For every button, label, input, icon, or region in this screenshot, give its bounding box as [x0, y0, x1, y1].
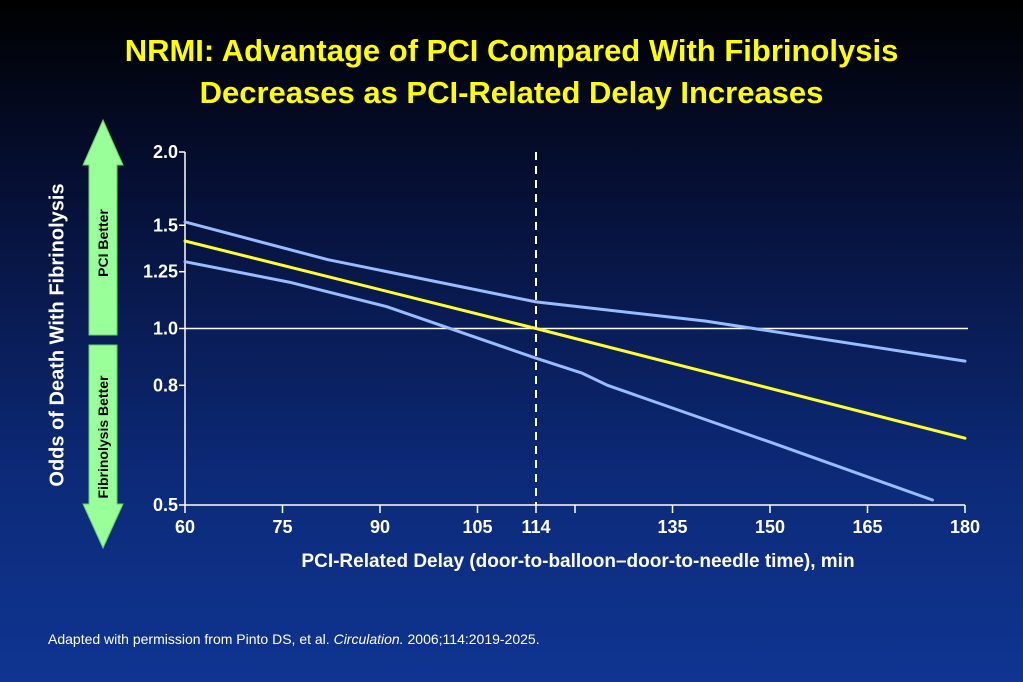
x-tick-label: 180 [950, 517, 980, 537]
title-line-1: NRMI: Advantage of PCI Compared With Fib… [124, 33, 899, 68]
x-tick-label: 135 [657, 517, 687, 537]
x-tick-label: 90 [370, 517, 390, 537]
x-tick-label: 60 [175, 517, 195, 537]
x-tick-label: 165 [852, 517, 882, 537]
citation-suffix: 2006;114:2019-2025. [403, 631, 540, 647]
citation-journal: Circulation. [333, 631, 404, 647]
down-arrow-shape [82, 344, 124, 550]
pci-better-arrow: PCI Better [82, 118, 124, 336]
data-series [183, 220, 967, 502]
fibrinolysis-better-label: Fibrinolysis Better [95, 375, 111, 498]
y-tick-label: 0.5 [153, 495, 178, 515]
x-tick-label: 105 [462, 517, 492, 537]
y-tick-label: 2.0 [153, 142, 178, 162]
x-axis-label: PCI-Related Delay (door-to-balloon–door-… [301, 551, 854, 572]
y-tick-label: 1.25 [143, 262, 178, 282]
x-tick-label: 114 [521, 517, 550, 537]
y-tick-label: 1.0 [153, 319, 178, 339]
citation-prefix: Adapted with permission from Pinto DS, e… [48, 631, 334, 647]
citation-footnote: Adapted with permission from Pinto DS, e… [48, 631, 540, 647]
x-tick-label: 75 [272, 517, 292, 537]
lower-ci-line [183, 260, 934, 502]
pci-better-label: PCI Better [95, 209, 111, 277]
title-line-2: Decreases as PCI-Related Delay Increases [199, 75, 824, 110]
chart-title: NRMI: Advantage of PCI Compared With Fib… [0, 30, 1023, 114]
upper-ci-line [183, 220, 967, 363]
axes [179, 151, 966, 513]
y-tick-label: 0.8 [153, 375, 178, 395]
y-axis-label: Odds of Death With Fibrinolysis [46, 183, 69, 487]
tick-labels: 0.5 0.8 1.0 1.25 1.5 2.0 60 75 90 105 114 135 150 165… [143, 142, 980, 537]
estimate-line [183, 239, 967, 440]
x-tick-label: 150 [755, 517, 785, 537]
fibrinolysis-better-arrow: Fibrinolysis Better [82, 344, 124, 550]
y-tick-label: 1.5 [153, 215, 178, 235]
up-arrow-shape [82, 118, 124, 336]
reference-lines [185, 152, 968, 505]
